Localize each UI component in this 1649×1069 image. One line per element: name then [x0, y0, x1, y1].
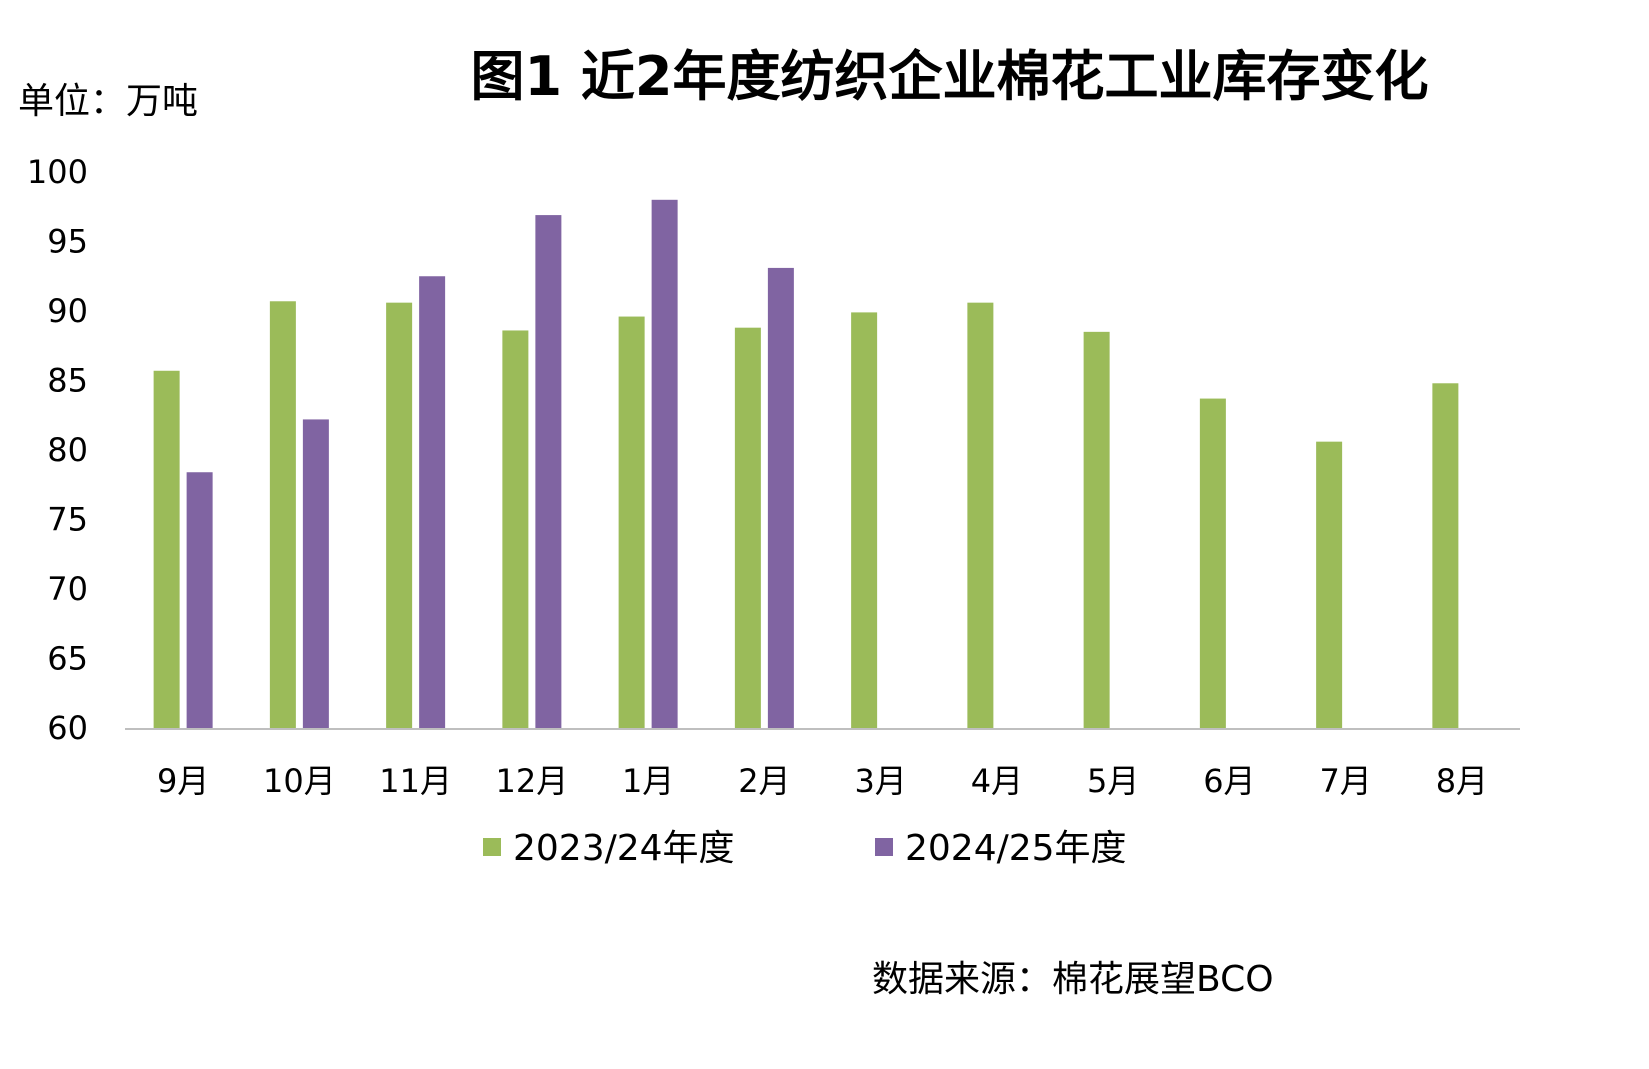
- legend-label-2: 2024/25年度: [905, 828, 1127, 869]
- bar-series-1-0: [153, 370, 180, 728]
- bar-series-2-5: [767, 267, 794, 728]
- bar-series-1-2: [386, 302, 413, 728]
- bar-series-1-1: [269, 301, 296, 728]
- y-tick-label: 90: [47, 292, 88, 330]
- chart-title: 图1 近2年度纺织企业棉花工业库存变化: [470, 45, 1429, 108]
- y-tick-label: 75: [47, 501, 88, 539]
- bar-series-1-9: [1199, 398, 1226, 728]
- x-tick-label: 8月: [1436, 762, 1488, 800]
- y-tick-label: 85: [47, 362, 88, 400]
- bar-series-2-4: [651, 199, 678, 729]
- bar-series-1-4: [618, 316, 645, 728]
- y-axis-ticks: 100 95 90 85 80 75 70 65 60: [27, 153, 88, 747]
- x-tick-label: 4月: [971, 762, 1023, 800]
- x-tick-label: 6月: [1203, 762, 1255, 800]
- bars: [153, 199, 1459, 729]
- legend-swatch-2: [875, 838, 893, 856]
- bar-series-2-2: [419, 276, 446, 728]
- bar-series-1-8: [1083, 331, 1110, 728]
- bar-series-1-5: [734, 327, 761, 728]
- bar-series-2-3: [535, 215, 562, 729]
- bar-series-1-6: [851, 312, 878, 728]
- x-tick-label: 12月: [496, 762, 569, 800]
- x-tick-label: 9月: [157, 762, 209, 800]
- bar-series-2-1: [302, 419, 329, 728]
- source-label: 数据来源：棉花展望BCO: [872, 959, 1274, 1000]
- unit-label: 单位：万吨: [18, 81, 199, 122]
- x-tick-label: 3月: [854, 762, 906, 800]
- y-tick-label: 70: [47, 570, 88, 608]
- y-tick-label: 65: [47, 640, 88, 678]
- x-tick-label: 1月: [622, 762, 674, 800]
- bar-series-2-0: [186, 472, 213, 728]
- x-tick-label: 11月: [379, 762, 452, 800]
- x-tick-label: 5月: [1087, 762, 1139, 800]
- x-tick-label: 2月: [738, 762, 790, 800]
- bar-series-1-3: [502, 330, 529, 728]
- y-tick-label: 95: [47, 223, 88, 261]
- legend-label-1: 2023/24年度: [513, 828, 735, 869]
- x-tick-label: 10月: [263, 762, 336, 800]
- y-tick-label: 80: [47, 431, 88, 469]
- bar-series-1-10: [1316, 441, 1343, 728]
- bar-series-1-11: [1432, 383, 1459, 728]
- x-tick-label: 7月: [1319, 762, 1371, 800]
- legend: 2023/24年度 2024/25年度: [483, 828, 1127, 869]
- y-tick-label: 100: [27, 153, 88, 191]
- bar-series-1-7: [967, 302, 994, 728]
- x-axis-ticks: 9月 10月 11月 12月 1月 2月 3月 4月 5月 6月 7月 8月: [157, 762, 1488, 800]
- legend-swatch-1: [483, 838, 501, 856]
- y-tick-label: 60: [47, 709, 88, 747]
